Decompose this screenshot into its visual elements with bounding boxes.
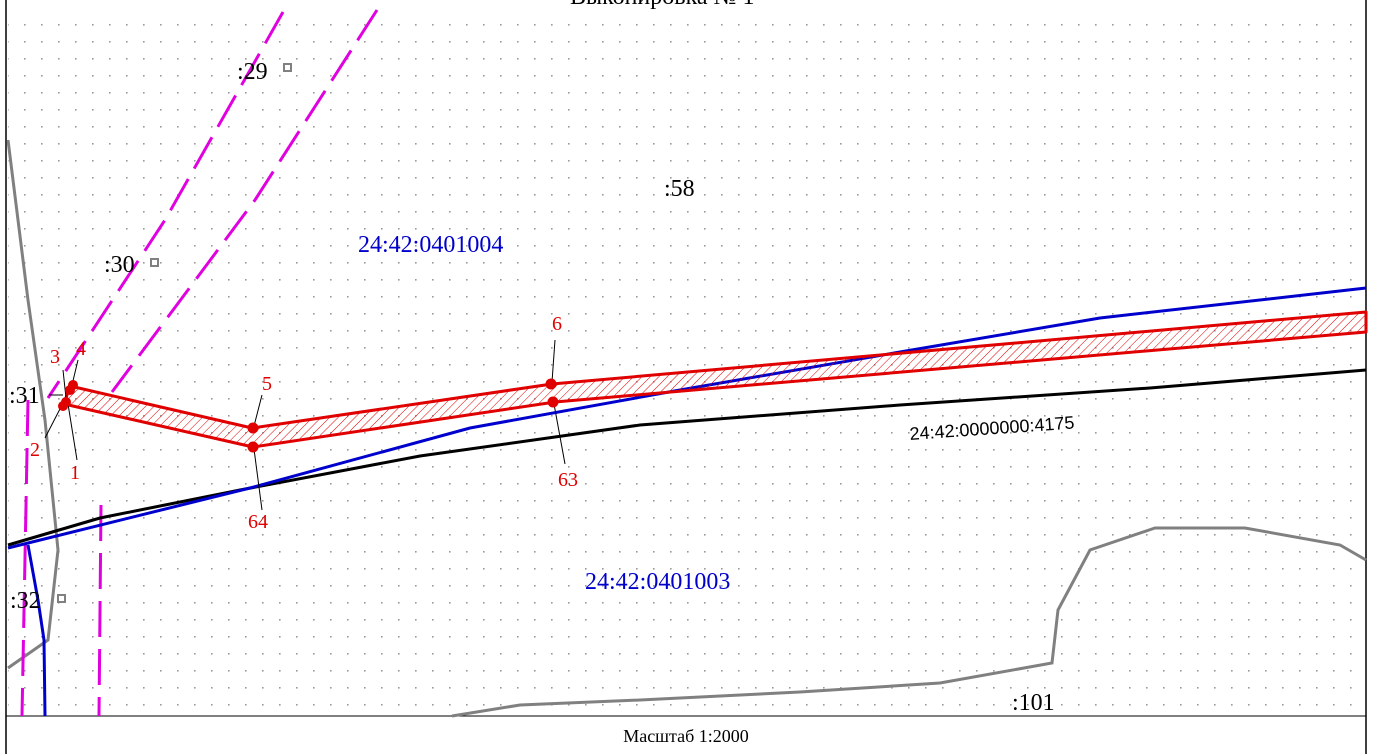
survey-point-6 [545, 378, 557, 390]
point-label-2: 2 [30, 439, 40, 461]
point-label-6: 6 [552, 313, 562, 335]
terrain-lines [6, 139, 1367, 718]
parcel-marker-32 [57, 594, 66, 603]
survey-point-63 [547, 396, 559, 408]
parcel-marker-29 [283, 63, 292, 72]
parcel-label-101: :101 [1012, 690, 1055, 716]
point-label-64: 64 [248, 511, 268, 533]
quarter-label-lower: 24:42:0401003 [585, 569, 730, 595]
parcel-marker-30 [150, 258, 159, 267]
survey-point-64 [247, 441, 259, 453]
survey-point-2 [58, 401, 68, 411]
parcel-label-29: :29 [237, 59, 268, 85]
survey-point-4 [68, 380, 78, 390]
parcel-label-32: :32 [10, 588, 41, 614]
parcel-label-58: :58 [664, 176, 695, 202]
survey-point-5 [247, 422, 259, 434]
parcel-label-31: :31 [9, 383, 40, 409]
point-label-4: 4 [76, 338, 86, 360]
scale-caption: Масштаб 1:2000 [623, 726, 749, 746]
quarter-label-upper: 24:42:0401004 [358, 232, 503, 258]
parcel-label-30: :30 [104, 252, 135, 278]
dot-grid [8, 10, 1366, 716]
road-line [7, 368, 1367, 547]
sheet-title: Выкопировка № 1 [570, 0, 754, 10]
point-label-63: 63 [558, 469, 578, 491]
point-label-1: 1 [70, 462, 80, 484]
survey-strip [62, 310, 1368, 449]
point-label-3: 3 [50, 346, 60, 368]
point-label-5: 5 [262, 373, 272, 395]
parcel-markers [57, 63, 292, 603]
zone-boundaries [20, 9, 379, 717]
survey-points [58, 378, 559, 453]
